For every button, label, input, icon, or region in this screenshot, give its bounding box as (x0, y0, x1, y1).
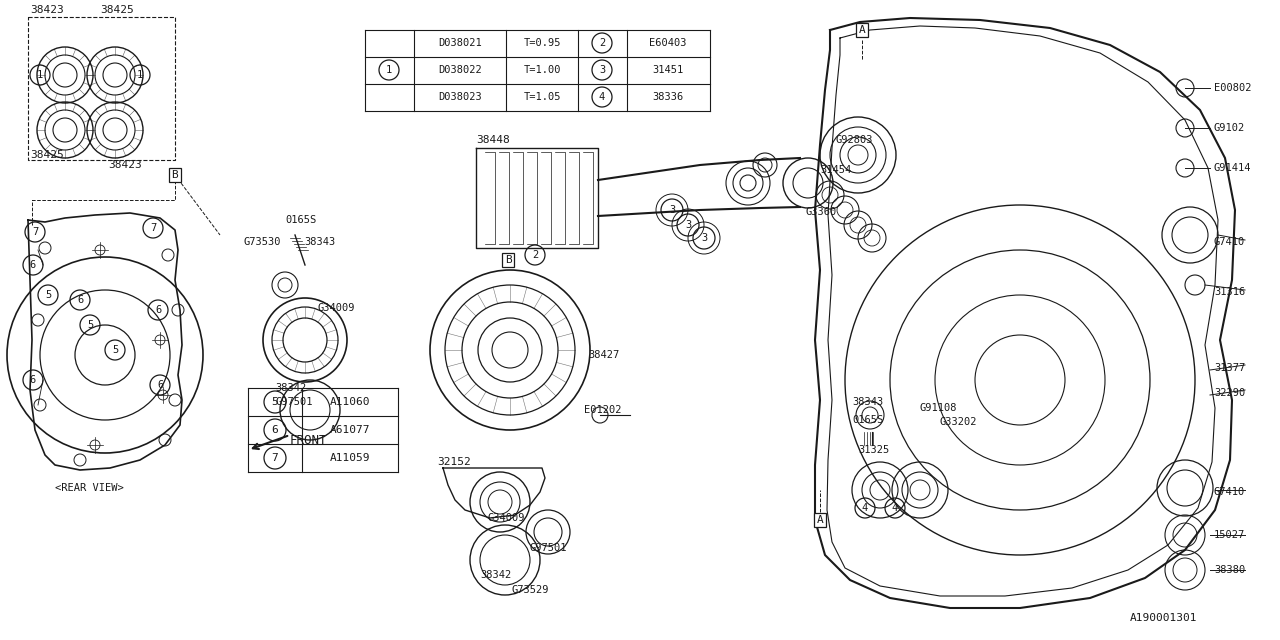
Text: FRONT: FRONT (291, 433, 328, 447)
Text: G7410: G7410 (1213, 237, 1245, 247)
Text: G34009: G34009 (488, 513, 526, 523)
Text: D038022: D038022 (438, 65, 481, 75)
Text: 38423: 38423 (108, 160, 142, 170)
Text: 38342: 38342 (480, 570, 511, 580)
Text: G33202: G33202 (940, 417, 978, 427)
Text: E01202: E01202 (584, 405, 622, 415)
Text: 6: 6 (271, 425, 278, 435)
Text: <REAR VIEW>: <REAR VIEW> (55, 483, 124, 493)
Text: G92803: G92803 (835, 135, 873, 145)
Text: 5: 5 (87, 320, 93, 330)
Text: G73529: G73529 (512, 585, 549, 595)
Text: T=1.05: T=1.05 (524, 92, 561, 102)
Text: 38448: 38448 (476, 135, 509, 145)
Text: 1: 1 (385, 65, 392, 75)
Text: G91108: G91108 (920, 403, 957, 413)
Text: 31325: 31325 (858, 445, 890, 455)
Text: G34009: G34009 (317, 303, 356, 313)
Text: G9102: G9102 (1213, 123, 1245, 133)
Text: 3: 3 (685, 220, 691, 230)
Text: 38380: 38380 (1213, 565, 1245, 575)
Text: 38427: 38427 (588, 350, 620, 360)
Text: A190001301: A190001301 (1130, 613, 1198, 623)
Text: 3: 3 (701, 233, 707, 243)
Text: T=1.00: T=1.00 (524, 65, 561, 75)
Text: 2: 2 (532, 250, 538, 260)
Text: 31316: 31316 (1213, 287, 1245, 297)
Text: E00802: E00802 (1213, 83, 1252, 93)
Text: A: A (817, 515, 823, 525)
Text: 0165S: 0165S (285, 215, 316, 225)
Text: 1: 1 (137, 70, 143, 80)
Text: 38336: 38336 (653, 92, 684, 102)
Text: 31377: 31377 (1213, 363, 1245, 373)
Text: A11060: A11060 (330, 397, 370, 407)
Text: 6: 6 (157, 380, 163, 390)
Text: A: A (859, 25, 865, 35)
Text: 2: 2 (599, 38, 605, 48)
Text: 5: 5 (111, 345, 118, 355)
Text: A11059: A11059 (330, 453, 370, 463)
Text: 38342: 38342 (275, 383, 306, 393)
Text: T=0.95: T=0.95 (524, 38, 561, 48)
Text: G97501: G97501 (275, 397, 312, 407)
Text: G73530: G73530 (243, 237, 280, 247)
Text: 7: 7 (271, 453, 278, 463)
Text: 6: 6 (29, 375, 36, 385)
Text: 0165S: 0165S (852, 415, 883, 425)
Text: G97501: G97501 (530, 543, 567, 553)
Text: 7: 7 (150, 223, 156, 233)
Text: G3360: G3360 (805, 207, 836, 217)
Text: A61077: A61077 (330, 425, 370, 435)
Text: 3: 3 (599, 65, 605, 75)
Text: 38343: 38343 (852, 397, 883, 407)
Text: 7: 7 (32, 227, 38, 237)
Text: 38425: 38425 (100, 5, 133, 15)
Text: B: B (172, 170, 178, 180)
Text: 1: 1 (37, 70, 44, 80)
Text: 15027: 15027 (1213, 530, 1245, 540)
Text: B: B (504, 255, 512, 265)
Text: D038023: D038023 (438, 92, 481, 102)
Text: 6: 6 (29, 260, 36, 270)
Text: 3: 3 (669, 205, 675, 215)
Text: 4: 4 (892, 503, 899, 513)
Text: 4: 4 (599, 92, 605, 102)
Text: 31454: 31454 (820, 165, 851, 175)
Text: 32152: 32152 (436, 457, 471, 467)
Text: D038021: D038021 (438, 38, 481, 48)
Text: 38425: 38425 (29, 150, 64, 160)
Text: 6: 6 (155, 305, 161, 315)
Text: 5: 5 (271, 397, 278, 407)
Text: 38423: 38423 (29, 5, 64, 15)
Text: 31451: 31451 (653, 65, 684, 75)
Text: 32290: 32290 (1213, 388, 1245, 398)
Text: 5: 5 (45, 290, 51, 300)
Text: 4: 4 (861, 503, 868, 513)
Text: G91414: G91414 (1213, 163, 1252, 173)
Text: 6: 6 (77, 295, 83, 305)
Text: E60403: E60403 (649, 38, 687, 48)
Text: 38343: 38343 (305, 237, 335, 247)
Text: G7410: G7410 (1213, 487, 1245, 497)
